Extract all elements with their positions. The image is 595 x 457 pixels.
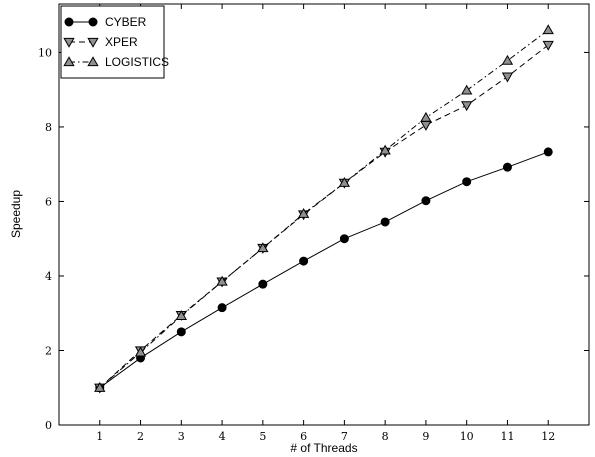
data-point bbox=[542, 40, 554, 51]
data-point bbox=[501, 72, 514, 83]
legend-marker bbox=[63, 56, 75, 67]
x-tick-label: 6 bbox=[300, 430, 307, 443]
x-tick-label: 10 bbox=[460, 430, 474, 443]
data-point bbox=[339, 234, 349, 244]
data-point bbox=[176, 327, 186, 337]
data-point bbox=[462, 177, 472, 187]
series-line-logistics bbox=[99, 29, 549, 389]
legend-marker bbox=[87, 56, 99, 67]
legend-marker bbox=[87, 37, 99, 48]
x-tick-label: 9 bbox=[422, 430, 429, 443]
data-point bbox=[542, 24, 554, 35]
legend-label: CYBER bbox=[105, 15, 147, 29]
legend-label: XPER bbox=[105, 35, 138, 49]
y-tick-label: 10 bbox=[38, 46, 52, 59]
series-line-cyber bbox=[99, 151, 549, 389]
data-point bbox=[461, 84, 473, 95]
x-tick-label: 5 bbox=[259, 430, 266, 443]
x-tick-label: 1 bbox=[96, 430, 103, 443]
x-tick-label: 11 bbox=[500, 430, 514, 443]
series-logistics bbox=[94, 24, 554, 392]
data-point bbox=[338, 177, 351, 187]
legend-label: LOGISTICS bbox=[105, 55, 169, 69]
legend-marker bbox=[64, 17, 74, 27]
x-tick-label: 4 bbox=[219, 430, 226, 443]
data-point bbox=[297, 207, 310, 218]
x-axis-title: # of Threads bbox=[290, 441, 357, 455]
data-point bbox=[134, 346, 147, 357]
y-tick-label: 4 bbox=[45, 270, 52, 283]
data-point bbox=[216, 275, 228, 286]
data-point bbox=[421, 196, 431, 206]
data-point bbox=[543, 147, 553, 157]
data-point bbox=[380, 217, 390, 227]
series-layer bbox=[94, 24, 554, 394]
y-tick-label: 0 bbox=[45, 419, 52, 432]
y-tick-label: 2 bbox=[45, 344, 52, 357]
data-point bbox=[175, 310, 187, 320]
data-point bbox=[502, 162, 512, 172]
x-tick-label: 12 bbox=[541, 430, 555, 443]
x-tick-label: 3 bbox=[178, 430, 185, 443]
x-tick-label: 7 bbox=[341, 430, 348, 443]
data-point bbox=[299, 256, 309, 266]
data-point bbox=[257, 242, 269, 253]
data-point bbox=[258, 279, 268, 289]
y-axis-title: Speedup bbox=[9, 190, 23, 238]
x-tick-label: 2 bbox=[137, 430, 144, 443]
data-point bbox=[461, 101, 473, 112]
legend-marker bbox=[88, 17, 98, 27]
data-point bbox=[379, 144, 391, 155]
data-point bbox=[501, 54, 514, 65]
y-tick-label: 6 bbox=[45, 195, 52, 208]
x-tick-label: 8 bbox=[382, 430, 389, 443]
legend-marker bbox=[63, 37, 75, 48]
data-point bbox=[420, 111, 432, 122]
series-cyber bbox=[95, 147, 553, 393]
data-point bbox=[217, 303, 227, 313]
legend: CYBER XPER LOGISTICS bbox=[60, 5, 169, 79]
legend-box bbox=[60, 5, 165, 79]
y-tick-label: 8 bbox=[45, 121, 52, 134]
data-point bbox=[94, 381, 106, 392]
